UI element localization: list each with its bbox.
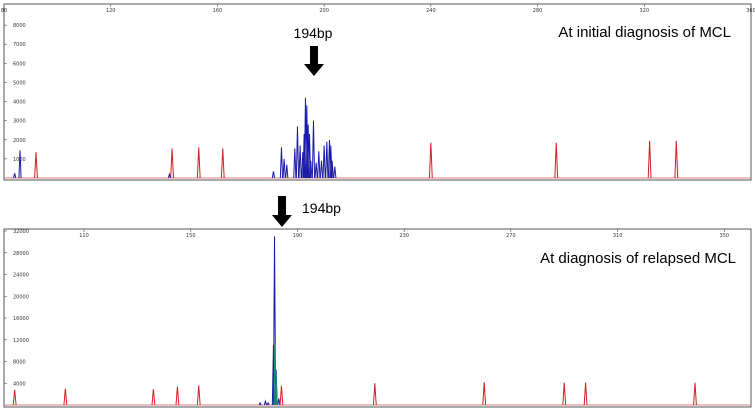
x-tick-label: 200 — [319, 8, 329, 14]
y-tick-label: 5000 — [13, 80, 26, 86]
size_standard-peak — [170, 148, 174, 179]
y-tick-label: 8000 — [13, 360, 26, 366]
y-tick-label: 16000 — [13, 316, 29, 322]
sample-peak — [295, 126, 300, 179]
y-tick-label: 20000 — [13, 294, 29, 300]
x-tick-label: 190 — [293, 233, 303, 239]
y-tick-label: 6000 — [13, 61, 26, 67]
sample-peak — [266, 401, 270, 406]
sample-peak — [263, 399, 268, 406]
sample-peak — [317, 151, 321, 179]
marker-arrow-icon — [272, 196, 292, 227]
sample_overlay-peak — [274, 375, 278, 406]
size_standard-peak — [196, 147, 201, 179]
size_standard-peak — [34, 152, 38, 179]
trace-group — [5, 97, 750, 179]
sample-peak — [298, 145, 302, 179]
y-tick-label: 2000 — [13, 138, 26, 144]
sample-peak — [258, 401, 262, 406]
sample-peak — [311, 120, 316, 179]
sample-peak — [285, 164, 289, 179]
sample-peak — [167, 172, 171, 179]
trace-group — [5, 236, 750, 406]
size_standard-peak — [554, 142, 559, 179]
x-tick-label: 320 — [640, 8, 650, 14]
sample-peak — [319, 160, 324, 179]
x-tick-label: 160 — [213, 8, 223, 14]
x-tick-label: 350 — [720, 233, 730, 239]
size_standard-peak — [562, 382, 567, 406]
sample-peak — [279, 147, 284, 179]
y-tick-label: 12000 — [13, 338, 29, 344]
size_standard-peak — [151, 389, 156, 406]
sample-peak — [277, 398, 281, 406]
y-tick-label: 32000 — [13, 229, 29, 235]
size_standard-peak — [196, 385, 201, 406]
sample-peak — [282, 158, 286, 179]
sample-peak — [293, 148, 297, 179]
x-tick-label: 110 — [79, 233, 89, 239]
size_standard-peak — [372, 383, 377, 406]
size_standard-peak — [674, 140, 679, 179]
size_standard-peak — [428, 142, 433, 179]
size_standard-peak — [482, 382, 487, 406]
sample-peak — [322, 145, 326, 179]
y-tick-label: 24000 — [13, 273, 29, 279]
x-tick-label: 310 — [613, 233, 623, 239]
size_standard-peak — [63, 388, 68, 406]
sample-peak — [271, 171, 276, 179]
x-tick-label: 230 — [399, 233, 409, 239]
x-tick-label: 240 — [426, 8, 436, 14]
size_standard-peak — [693, 382, 697, 406]
size_standard-peak — [583, 382, 588, 406]
y-tick-label: 4000 — [13, 381, 26, 387]
x-tick-label: 120 — [106, 8, 116, 14]
size_standard-peak — [220, 148, 225, 179]
panel-initial-diagnosis: 80 120 160 200 240 280 320 36010002000300040005… — [1, 3, 755, 181]
panel-title: At diagnosis of relapsed MCL — [540, 250, 736, 267]
tick-group: 110 150 190 230 270 310 350 4000 8000 12000 16000 2… — [4, 229, 729, 387]
y-tick-label: 28000 — [13, 251, 29, 257]
size_standard-peak — [647, 140, 652, 179]
sample-peak — [330, 160, 334, 179]
sample-peak — [333, 166, 337, 179]
sample-peak — [18, 150, 22, 179]
x-tick-label: 280 — [533, 8, 543, 14]
marker-label: 194bp — [294, 25, 333, 41]
panel-relapsed-diagnosis: 110 150 190 230 270 310 350 4000 8000 12000 16000 2… — [3, 196, 752, 408]
size_standard-peak — [279, 385, 284, 406]
marker-arrow-icon — [304, 46, 324, 76]
y-tick-label: 8000 — [13, 23, 26, 29]
y-tick-label: 7000 — [13, 42, 26, 48]
panel-frame — [3, 228, 752, 408]
x-tick-label: 150 — [186, 233, 196, 239]
sample-peak — [314, 162, 318, 179]
size_standard-peak — [12, 389, 17, 406]
panel-frame — [3, 3, 752, 181]
size_standard-peak — [175, 386, 180, 406]
x-tick-label: 360 — [746, 8, 755, 14]
sample-peak — [325, 141, 329, 179]
y-tick-label: 4000 — [13, 100, 26, 106]
x-tick-label: 80 — [1, 8, 7, 14]
x-tick-label: 270 — [506, 233, 516, 239]
sample-peak — [13, 173, 17, 179]
marker-label: 194bp — [302, 200, 341, 216]
y-tick-label: 3000 — [13, 119, 26, 125]
sample-peak — [309, 160, 313, 179]
panel-title: At initial diagnosis of MCL — [558, 24, 731, 41]
